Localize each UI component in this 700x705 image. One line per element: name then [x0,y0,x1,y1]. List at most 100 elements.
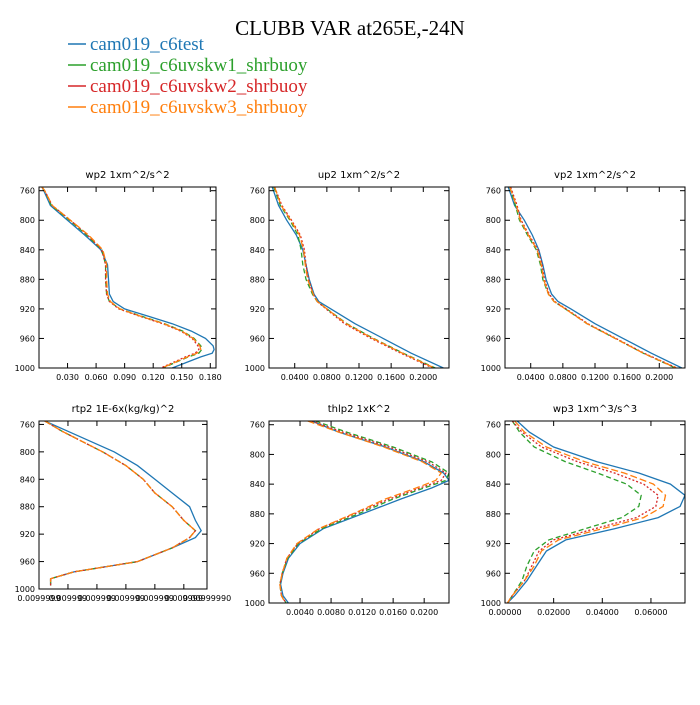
x-tick-label: 0.06000 [634,608,667,617]
x-tick-label: 0.060 [85,373,108,382]
panel-title: rtp2 1E-6x(kg/kg)^2 [72,404,175,415]
legend-label: cam019_c6uvskw1_shrbuoy [90,55,308,76]
plot-frame [504,420,686,604]
x-tick-label: 0.1600 [613,373,641,382]
y-tick-label: 960 [486,334,501,343]
x-tick-label: 0.009999 [49,594,87,603]
series-line [507,187,683,368]
panel-title: up2 1xm^2/s^2 [318,170,400,181]
y-tick-label: 1000 [481,364,501,373]
y-tick-label: 920 [20,305,35,314]
panels: wp2 1xm^2/s^2 760 800 840 880 920 960 1000 0.030… [15,170,686,617]
series-line [279,421,443,603]
legend-label: cam019_c6uvskw3_shrbuoy [90,97,308,118]
series-group [44,421,202,586]
y-tick-label: 880 [20,503,35,512]
series-line [506,421,659,603]
panel-4: rtp2 1E-6x(kg/kg)^2 760 800 840 880 920 960 100… [15,404,232,603]
series-line [279,421,449,603]
x-tick-label: 0.180 [199,373,222,382]
plot-frame [504,186,686,369]
y-tick-label: 800 [250,216,265,225]
series-line [44,421,197,586]
panel-1: wp2 1xm^2/s^2 760 800 840 880 920 960 1000 0.030… [15,170,222,382]
legend-entry: cam019_c6uvskw1_shrbuoy [68,55,308,76]
x-tick-label: 0.0400 [517,373,545,382]
x-tick-label: 0.009999 [107,594,145,603]
y-tick-label: 760 [486,187,501,196]
x-tick-label: 0.120 [142,373,165,382]
x-tick-label: 0.0800 [549,373,577,382]
y-tick-label: 760 [250,187,265,196]
y-tick-label: 920 [250,540,265,549]
series-group [506,421,685,603]
legend-label: cam019_c6uvskw2_shrbuoy [90,76,308,97]
y-tick-label: 1000 [245,364,265,373]
y-tick-label: 760 [486,421,501,430]
legend-entry: cam019_c6test [68,34,205,55]
plot-frame [268,186,450,369]
series-line [44,421,197,586]
x-tick-label: 0.00999990 [183,594,231,603]
series-line [279,421,449,603]
y-tick-label: 880 [20,275,35,284]
series-line [41,187,203,368]
series-line [44,421,197,586]
x-tick-label: 0.0040 [286,608,314,617]
series-line [506,421,642,603]
x-tick-label: 0.04000 [586,608,619,617]
x-tick-label: 0.1600 [377,373,405,382]
y-tick-label: 880 [486,275,501,284]
x-tick-label: 0.0200 [410,608,438,617]
panel-2: up2 1xm^2/s^2 760 800 840 880 920 960 1000 0.040… [245,170,450,382]
y-tick-label: 960 [486,569,501,578]
y-tick-label: 960 [250,569,265,578]
x-tick-label: 0.090 [113,373,136,382]
y-tick-label: 960 [20,334,35,343]
series-line [273,187,434,368]
y-tick-label: 760 [20,187,35,196]
y-tick-label: 840 [250,480,265,489]
y-tick-label: 1000 [245,599,265,608]
series-group [507,187,683,368]
y-tick-label: 960 [20,558,35,567]
y-tick-label: 800 [486,450,501,459]
series-line [41,187,202,368]
y-tick-label: 840 [20,246,35,255]
x-tick-label: 0.00000 [488,608,521,617]
series-group [271,187,444,368]
y-tick-label: 800 [250,450,265,459]
x-tick-label: 0.009999 [165,594,203,603]
x-tick-label: 0.1200 [345,373,373,382]
panel-title: vp2 1xm^2/s^2 [554,170,636,181]
y-tick-label: 880 [250,275,265,284]
panel-title: wp2 1xm^2/s^2 [85,170,169,181]
x-tick-label: 0.009999 [136,594,174,603]
series-line [273,187,435,368]
series-line [506,421,685,603]
y-tick-label: 840 [250,246,265,255]
y-tick-label: 840 [20,475,35,484]
y-tick-label: 920 [20,530,35,539]
panel-title: thlp2 1xK^2 [328,404,391,415]
y-tick-label: 920 [486,305,501,314]
main-title: CLUBB VAR at265E,-24N [235,16,465,40]
series-group [41,187,215,368]
y-tick-label: 800 [20,448,35,457]
legend-label: cam019_c6test [90,34,205,55]
y-tick-label: 1000 [15,364,35,373]
series-line [509,187,676,368]
y-tick-label: 800 [486,216,501,225]
series-line [509,187,677,368]
x-tick-label: 0.0400 [281,373,309,382]
panel-3: vp2 1xm^2/s^2 760 800 840 880 920 960 1000 0.040… [481,170,686,382]
x-tick-label: 0.0099999 [17,594,60,603]
y-tick-label: 800 [20,216,35,225]
series-group [279,421,449,603]
y-tick-label: 1000 [481,599,501,608]
plot-frame [38,186,217,369]
plot-frame [268,420,450,604]
x-tick-label: 0.150 [170,373,193,382]
series-line [506,421,667,603]
